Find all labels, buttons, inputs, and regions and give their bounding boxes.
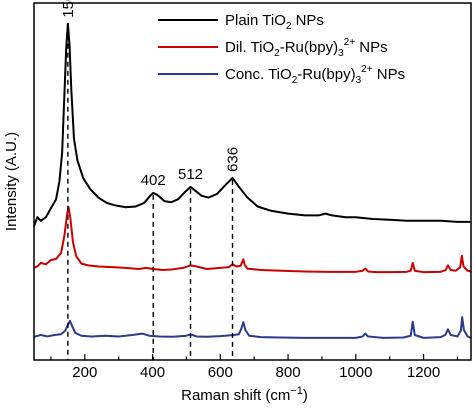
legend: Plain TiO2 NPs Dil. TiO2-Ru(bpy)32+ NPs Co… xyxy=(158,12,405,86)
y-axis-title: Intensity (A.U.) xyxy=(3,132,20,231)
x-tick-label: 200 xyxy=(72,364,97,381)
legend-label-3: Conc. TiO2-Ru(bpy)32+ NPs xyxy=(225,64,405,86)
legend-label-1: Plain TiO2 NPs xyxy=(225,12,324,32)
x-tick-label: 800 xyxy=(276,364,301,381)
peak-label-402: 402 xyxy=(141,172,166,189)
series-line-2 xyxy=(33,206,472,274)
series-layer xyxy=(33,22,472,339)
plot-frame xyxy=(33,2,472,361)
x-tick-label: 1200 xyxy=(407,364,440,381)
legend-label-2: Dil. TiO2-Ru(bpy)32+ NPs xyxy=(225,37,388,59)
peak-markers: 150 402 512 636 xyxy=(60,0,242,360)
series-line-3 xyxy=(33,316,472,339)
axes: 200 400 600 800 1000 1200 Raman shift (cm−1) In… xyxy=(3,2,472,404)
series-line-1 xyxy=(33,22,471,227)
peak-label-636: 636 xyxy=(225,147,242,172)
peak-label-512: 512 xyxy=(178,166,203,183)
peak-label-150: 150 xyxy=(60,0,77,18)
x-axis-title: Raman shift (cm−1) xyxy=(181,385,308,404)
x-tick-label: 400 xyxy=(140,364,165,381)
x-tick-label: 600 xyxy=(208,364,233,381)
x-tick-label: 1000 xyxy=(339,364,372,381)
